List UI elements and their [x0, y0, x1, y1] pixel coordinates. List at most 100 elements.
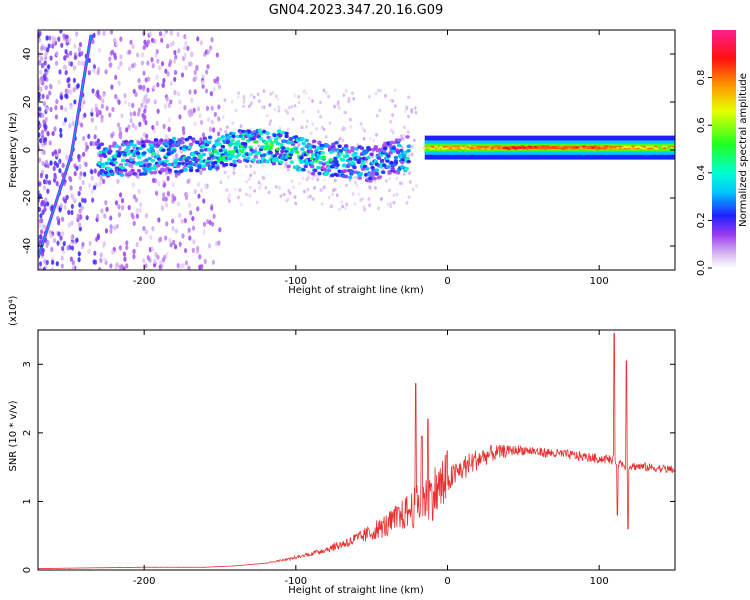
- snr-panel: -200 -100 0 100 0 1 2 3 Height of straight lin…: [8, 295, 676, 596]
- spectrogram-noise-cell: [49, 55, 53, 61]
- spectrogram-noise-cell: [113, 225, 117, 231]
- spectrogram-noise-cell: [167, 126, 171, 132]
- spectrogram-noise-cell: [264, 185, 268, 190]
- spectrogram-ridge-cell: [293, 135, 299, 139]
- spectrogram-noise-cell: [140, 52, 145, 58]
- spectrogram-noise-cell: [306, 119, 309, 124]
- spectrogram-noise-cell: [92, 185, 97, 191]
- spectrogram-noise-cell: [165, 252, 169, 258]
- spectrogram-ridge-cell: [239, 149, 245, 154]
- spectrogram-ridge-cell: [167, 162, 172, 167]
- spectrogram-noise-cell: [223, 98, 227, 102]
- spectrogram-noise-cell: [231, 121, 235, 125]
- spectrogram-noise-cell: [377, 206, 381, 211]
- spectrogram-noise-cell: [329, 204, 333, 209]
- spectrogram-noise-cell: [109, 30, 114, 35]
- spectrogram-noise-cell: [38, 266, 43, 270]
- spectrogram-noise-cell: [388, 176, 392, 181]
- spectrogram-ridge-cell: [374, 168, 380, 172]
- spectrogram-ridge-cell: [269, 140, 274, 145]
- spectrogram-ridge-cell: [367, 147, 372, 152]
- spectrogram-ridge-cell: [142, 151, 147, 155]
- spectrogram-noise-cell: [173, 69, 178, 76]
- spectrogram-band-cell: [559, 145, 564, 148]
- spectrogram-noise-cell: [67, 222, 71, 228]
- snr-y-tick-label: 2: [22, 430, 33, 436]
- spectrogram-noise-cell: [87, 70, 92, 76]
- spectrogram-noise-cell: [146, 39, 150, 45]
- spectrogram-ridge-cell: [334, 140, 339, 145]
- spectrogram-noise-cell: [96, 69, 100, 76]
- spectrogram-noise-cell: [187, 227, 191, 233]
- spectrogram-band-cell: [627, 145, 632, 148]
- spectrogram-noise-cell: [127, 204, 131, 211]
- spectrogram-noise-cell: [118, 192, 123, 198]
- spectrogram-noise-cell: [82, 96, 86, 102]
- spectrogram-noise-cell: [105, 206, 109, 212]
- spectrogram-noise-cell: [46, 130, 50, 136]
- spectrogram-noise-cell: [38, 132, 41, 138]
- spectrogram-noise-cell: [55, 261, 59, 267]
- spectrogram-noise-cell: [305, 125, 308, 129]
- spectrogram-noise-cell: [144, 213, 149, 219]
- spectrogram-noise-cell: [156, 82, 160, 88]
- spectrogram-y-tick-label: 0: [22, 147, 33, 153]
- spectrogram-noise-cell: [173, 89, 177, 96]
- spectrogram-noise-cell: [201, 132, 206, 138]
- spectrogram-noise-cell: [81, 241, 85, 247]
- spectrogram-noise-cell: [206, 117, 210, 123]
- spectrogram-noise-cell: [69, 61, 74, 67]
- spectrogram-ridge-cell: [261, 156, 266, 161]
- spectrogram-noise-cell: [102, 240, 106, 247]
- snr-x-tick-label: -100: [284, 576, 307, 587]
- spectrogram-noise-cell: [196, 36, 200, 42]
- spectrogram-noise-cell: [87, 133, 91, 139]
- spectrogram-noise-cell: [109, 215, 113, 221]
- spectrogram-noise-cell: [361, 197, 364, 201]
- spectrogram-noise-cell: [184, 194, 189, 201]
- spectrogram-ridge-cell: [284, 131, 289, 136]
- spectrogram-noise-cell: [181, 233, 185, 239]
- spectrogram-noise-cell: [381, 167, 385, 172]
- colorbar: 0.0 0.2 0.4 0.6 0.8 Normalized spectral ampl…: [696, 30, 749, 276]
- spectrogram-noise-cell: [183, 52, 187, 58]
- spectrogram-noise-cell: [268, 122, 272, 126]
- spectrogram-noise-cell: [164, 134, 169, 140]
- spectrogram-noise-cell: [45, 259, 49, 266]
- spectrogram-ridge-cell: [300, 137, 305, 141]
- spectrogram-noise-cell: [118, 126, 122, 132]
- spectrogram-ridge-cell: [380, 170, 386, 174]
- spectrogram-noise-cell: [70, 234, 74, 240]
- spectrogram-noise-cell: [63, 198, 67, 204]
- spectrogram-noise-cell: [42, 185, 46, 191]
- spectrogram-noise-cell: [163, 103, 168, 110]
- spectrogram-noise-cell: [70, 193, 74, 199]
- spectrogram-ridge-cell: [152, 170, 158, 175]
- spectrogram-noise-cell: [68, 37, 72, 43]
- spectrogram-noise-cell: [205, 105, 210, 112]
- spectrogram-noise-cell: [91, 141, 96, 147]
- spectrogram-noise-cell: [88, 182, 92, 189]
- spectrogram-band-cell: [520, 145, 525, 148]
- spectrogram-noise-cell: [80, 205, 84, 211]
- spectrogram-noise-cell: [123, 93, 127, 99]
- spectrogram-noise-cell: [336, 100, 340, 104]
- spectrogram-noise-cell: [301, 109, 305, 114]
- spectrogram-noise-cell: [41, 199, 45, 206]
- spectrogram-noise-cell: [206, 219, 210, 225]
- spectrogram-ridge-cell: [188, 168, 194, 173]
- spectrogram-noise-cell: [199, 137, 203, 143]
- spectrogram-noise-cell: [284, 161, 288, 166]
- spectrogram-noise-cell: [286, 127, 290, 132]
- spectrogram-band-cell: [465, 147, 470, 151]
- spectrogram-noise-cell: [100, 117, 104, 123]
- spectrogram-noise-cell: [67, 83, 71, 89]
- spectrogram-noise-cell: [117, 204, 121, 210]
- spectrogram-ridge-cell: [201, 167, 206, 171]
- spectrogram-noise-cell: [38, 206, 42, 213]
- spectrogram-noise-cell: [40, 218, 44, 224]
- spectrogram-ridge-cell: [395, 150, 401, 155]
- spectrogram-noise-cell: [90, 111, 94, 117]
- colorbar-tick-label: 0.6: [696, 117, 707, 133]
- spectrogram-noise-cell: [389, 201, 392, 206]
